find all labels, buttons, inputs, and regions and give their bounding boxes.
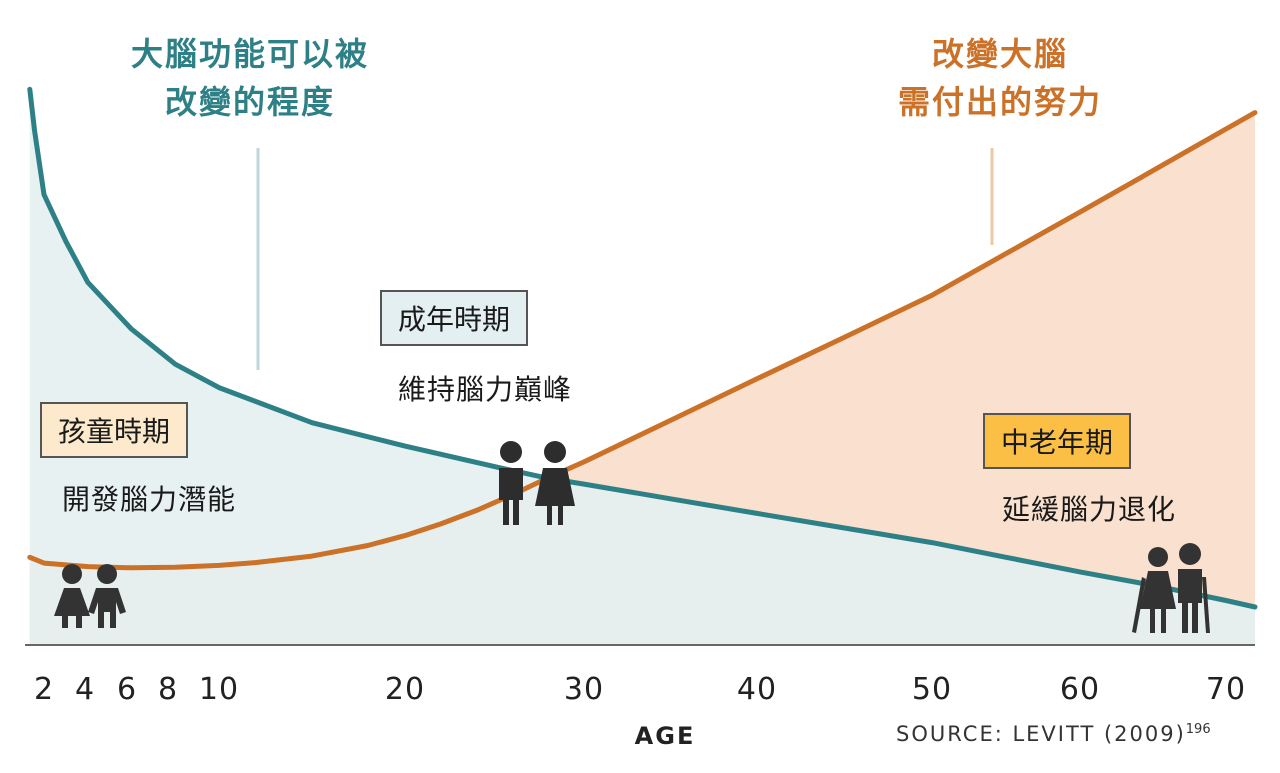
legend-flexibility-line1: 大腦功能可以被: [130, 35, 369, 73]
stage-adult-desc: 維持腦力巔峰: [398, 373, 573, 406]
legend-effort-line1: 改變大腦: [931, 35, 1068, 73]
x-tick-50: 50: [911, 672, 953, 707]
elderly-couple-icon: [1132, 543, 1210, 633]
stage-senior-desc: 延緩腦力退化: [1002, 493, 1177, 526]
stage-childhood-box: 孩童時期: [40, 402, 189, 458]
series-fill-0: [29, 89, 1255, 646]
x-tick-30: 30: [563, 672, 605, 707]
legend-flexibility-line2: 改變的程度: [164, 83, 335, 121]
x-tick-70: 70: [1205, 672, 1247, 707]
source-footnote: 196: [1185, 722, 1211, 737]
stage-childhood-desc: 開發腦力潛能: [62, 483, 237, 516]
x-tick-6: 6: [116, 672, 138, 707]
series-line-1: [27, 110, 1258, 571]
series-fill-1: [29, 112, 1255, 646]
x-tick-4: 4: [74, 672, 96, 707]
adult-couple-icon: [499, 441, 575, 525]
stage-senior-box: 中老年期: [983, 413, 1132, 469]
chart-fills: [29, 89, 1255, 646]
stage-adult-box: 成年時期: [380, 290, 529, 346]
x-tick-2: 2: [33, 672, 55, 707]
chart-guides: [256, 148, 994, 370]
source-text: SOURCE: LEVITT (2009): [896, 722, 1186, 746]
legend-effort-line2: 需付出的努力: [897, 83, 1102, 121]
x-tick-8: 8: [157, 672, 179, 707]
legend-effort: 改變大腦 需付出的努力: [850, 30, 1150, 126]
source-note: SOURCE: LEVITT (2009)196: [896, 722, 1211, 746]
legend-flexibility: 大腦功能可以被 改變的程度: [90, 30, 410, 126]
x-axis-title: AGE: [634, 722, 696, 750]
x-tick-10: 10: [198, 672, 240, 707]
x-tick-40: 40: [736, 672, 778, 707]
children-icon: [54, 564, 126, 628]
x-tick-60: 60: [1059, 672, 1101, 707]
x-tick-20: 20: [384, 672, 426, 707]
